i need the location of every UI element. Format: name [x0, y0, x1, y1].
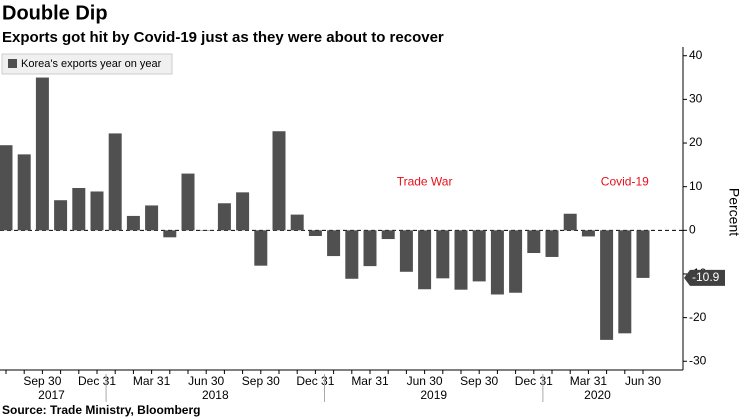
bar	[126, 215, 140, 231]
chart-subtitle: Exports got hit by Covid-19 just as they…	[2, 29, 444, 46]
legend-box	[1, 53, 173, 75]
bar	[181, 173, 195, 231]
x-tick-label: Mar 31	[570, 374, 608, 388]
last-value-label: -10.9	[692, 270, 720, 284]
bar	[308, 230, 322, 236]
legend-label: Korea's exports year on year	[21, 58, 162, 70]
bar	[399, 230, 413, 272]
bar	[618, 230, 632, 334]
bar	[327, 230, 341, 257]
bar	[381, 230, 395, 240]
chart-title: Double Dip	[2, 2, 108, 24]
year-label: 2018	[202, 388, 229, 402]
y-tick-label: 20	[689, 135, 703, 149]
bar	[490, 230, 504, 295]
bar	[418, 230, 432, 290]
bar	[454, 230, 468, 290]
bar	[363, 230, 377, 267]
bar	[35, 77, 49, 231]
x-tick-label: Mar 31	[351, 374, 389, 388]
bar	[509, 230, 523, 293]
y-tick-label: 10	[689, 179, 703, 193]
bar	[290, 214, 304, 231]
y-tick-label: -30	[689, 353, 707, 367]
y-axis-label: Percent	[726, 188, 742, 236]
bar	[90, 191, 104, 231]
bar	[145, 205, 159, 231]
annotation: Trade War	[397, 174, 453, 188]
bar	[545, 230, 559, 257]
bar	[163, 230, 177, 238]
x-tick-label: Dec 31	[78, 374, 116, 388]
year-label: 2020	[584, 388, 611, 402]
y-tick-label: 0	[689, 222, 696, 236]
bar	[108, 133, 122, 231]
x-tick-label: Dec 31	[296, 374, 334, 388]
year-label: 2019	[420, 388, 447, 402]
bar	[581, 230, 595, 237]
bar	[217, 203, 231, 231]
legend-swatch	[8, 59, 17, 68]
x-tick-label: Sep 30	[460, 374, 498, 388]
bar	[254, 230, 268, 266]
bar	[72, 187, 86, 231]
year-label: 2017	[38, 388, 65, 402]
bar	[636, 230, 650, 278]
bar	[236, 192, 250, 231]
x-tick-label: Sep 30	[242, 374, 280, 388]
bar	[272, 131, 286, 231]
bar	[345, 230, 359, 279]
x-tick-label: Mar 31	[133, 374, 171, 388]
x-tick-label: Jun 30	[188, 374, 224, 388]
x-tick-label: Sep 30	[23, 374, 61, 388]
x-tick-label: Jun 30	[407, 374, 443, 388]
bar	[527, 230, 541, 254]
x-tick-label: Jun 30	[625, 374, 661, 388]
bar	[563, 213, 577, 231]
source: Source: Trade Ministry, Bloomberg	[2, 403, 200, 417]
annotation: Covid-19	[601, 174, 649, 188]
y-tick-label: 40	[689, 48, 703, 62]
bar	[17, 154, 31, 231]
bar	[0, 145, 13, 231]
x-tick-label: Dec 31	[515, 374, 553, 388]
y-tick-label: 30	[689, 92, 703, 106]
bar	[54, 200, 68, 231]
y-tick-label: -20	[689, 310, 707, 324]
bar	[600, 230, 614, 340]
bar	[472, 230, 486, 282]
bar	[436, 230, 450, 279]
last-value-box	[684, 269, 725, 286]
